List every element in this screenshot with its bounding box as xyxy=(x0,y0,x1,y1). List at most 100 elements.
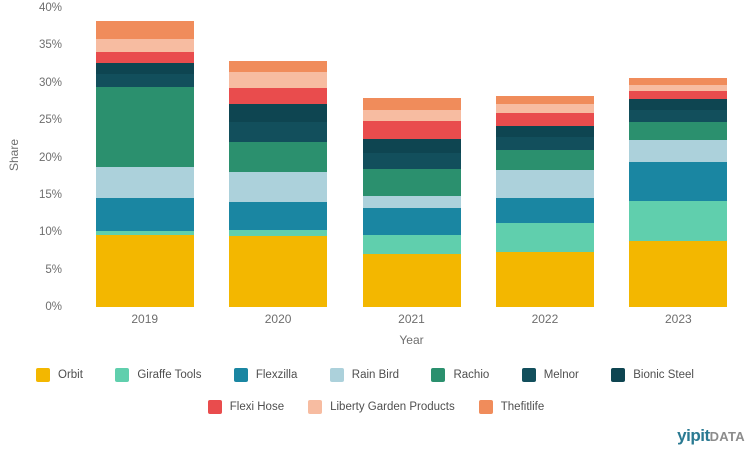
legend-item-rachio: Rachio xyxy=(431,368,489,382)
legend-row-2: Flexi Hose Liberty Garden Products Thefitl… xyxy=(0,400,752,414)
legend-swatch-rachio xyxy=(431,368,446,382)
legend-label-bionic-steel: Bionic Steel xyxy=(633,369,694,381)
yipitdata-logo: yipit DATA xyxy=(677,426,745,446)
y-tick-label: 15% xyxy=(38,188,62,201)
legend-item-flexi-hose: Flexi Hose xyxy=(207,400,285,414)
logo-suffix-text: DATA xyxy=(709,429,745,444)
y-tick-label: 40% xyxy=(38,2,62,14)
bar-segment-bionic-steel-2021 xyxy=(362,138,461,154)
legend-label-melnor: Melnor xyxy=(543,369,579,381)
legend-swatch-rain-bird xyxy=(329,368,344,382)
bar-segment-giraffe-tools-2021 xyxy=(362,235,461,254)
x-tick-label-2022: 2022 xyxy=(531,312,559,326)
bar-segment-orbit-2022 xyxy=(495,252,594,307)
legend-item-orbit: Orbit xyxy=(36,368,83,382)
bar-segment-rachio-2020 xyxy=(229,141,328,172)
bar-group-2023 xyxy=(612,8,745,307)
bar-segment-melnor-2020 xyxy=(229,122,328,142)
bar-segment-bionic-steel-2023 xyxy=(629,98,728,110)
bar-segment-liberty-garden-products-2021 xyxy=(362,110,461,121)
legend-item-thefitlife: Thefitlife xyxy=(478,400,545,414)
bar-segment-orbit-2021 xyxy=(362,253,461,307)
legend-swatch-thefitlife xyxy=(478,400,493,414)
y-tick-label: 30% xyxy=(38,76,62,89)
legend-item-rain-bird: Rain Bird xyxy=(329,368,400,382)
bar-segment-giraffe-tools-2022 xyxy=(495,223,594,253)
y-tick-label: 25% xyxy=(38,114,62,127)
bar-segment-flexzilla-2023 xyxy=(629,162,728,201)
bar-segment-rain-bird-2023 xyxy=(629,140,728,163)
stacked-bar-2020 xyxy=(229,61,328,307)
bar-segment-liberty-garden-products-2022 xyxy=(495,104,594,114)
bar-segment-bionic-steel-2022 xyxy=(495,126,594,138)
bar-segment-melnor-2023 xyxy=(629,109,728,122)
legend-label-flexi-hose: Flexi Hose xyxy=(229,401,285,413)
bar-segment-rain-bird-2019 xyxy=(95,166,194,198)
bar-segment-melnor-2022 xyxy=(495,137,594,151)
bar-segment-rachio-2023 xyxy=(629,121,728,141)
bar-segment-thefitlife-2019 xyxy=(95,20,194,39)
x-axis-ticks: 2019 2020 2021 2022 2023 xyxy=(78,312,745,326)
bar-segment-rachio-2021 xyxy=(362,168,461,196)
bar-segment-liberty-garden-products-2020 xyxy=(229,72,328,89)
bar-segment-thefitlife-2020 xyxy=(229,61,328,73)
bar-segment-flexi-hose-2021 xyxy=(362,120,461,139)
legend-label-rain-bird: Rain Bird xyxy=(351,369,400,381)
bar-segment-liberty-garden-products-2019 xyxy=(95,38,194,53)
legend-swatch-orbit xyxy=(36,368,50,382)
bar-segment-rachio-2019 xyxy=(95,87,194,167)
stacked-bar-2021 xyxy=(362,97,461,307)
x-tick-label-2019: 2019 xyxy=(131,312,159,326)
bar-group-2021 xyxy=(345,8,478,307)
legend-label-orbit: Orbit xyxy=(58,369,83,381)
bar-segment-flexi-hose-2022 xyxy=(495,113,594,127)
bar-segment-rain-bird-2020 xyxy=(229,171,328,203)
bar-segment-thefitlife-2021 xyxy=(362,97,461,111)
legend-label-flexzilla: Flexzilla xyxy=(255,369,298,381)
legend-item-liberty-garden-products: Liberty Garden Products xyxy=(308,400,455,414)
bar-segment-orbit-2019 xyxy=(95,234,194,307)
bar-segment-orbit-2023 xyxy=(629,241,728,307)
y-tick-label: 5% xyxy=(45,263,62,276)
legend-item-bionic-steel: Bionic Steel xyxy=(611,368,694,382)
bar-segment-thefitlife-2023 xyxy=(629,77,728,86)
stacked-bar-2019 xyxy=(95,20,194,307)
legend-label-giraffe-tools: Giraffe Tools xyxy=(137,369,202,381)
logo-brand-text: yipit xyxy=(677,426,710,445)
legend-item-melnor: Melnor xyxy=(521,368,579,382)
bar-segment-orbit-2020 xyxy=(229,236,328,307)
bar-segment-bionic-steel-2019 xyxy=(95,62,194,74)
bar-segment-giraffe-tools-2019 xyxy=(95,230,194,235)
bar-segment-flexi-hose-2023 xyxy=(629,91,728,99)
legend-swatch-liberty-garden-products xyxy=(308,400,323,414)
y-tick-label: 0% xyxy=(45,301,62,313)
x-axis-title: Year xyxy=(399,333,424,347)
bar-segment-giraffe-tools-2020 xyxy=(229,230,328,236)
bar-segment-thefitlife-2022 xyxy=(495,96,594,105)
bar-segment-melnor-2021 xyxy=(362,153,461,169)
legend-swatch-giraffe-tools xyxy=(115,368,130,382)
bar-segment-rain-bird-2022 xyxy=(495,170,594,198)
stacked-bar-2022 xyxy=(495,96,594,307)
y-tick-label: 35% xyxy=(38,39,62,52)
legend-swatch-flexzilla xyxy=(233,368,248,382)
bar-segment-giraffe-tools-2023 xyxy=(629,200,728,242)
bar-segment-rachio-2022 xyxy=(495,150,594,171)
bar-segment-flexi-hose-2020 xyxy=(229,88,328,105)
chart-legend: Orbit Giraffe Tools Flexzilla Rain Bird Rach… xyxy=(0,368,752,414)
legend-swatch-bionic-steel xyxy=(611,368,626,382)
bar-segment-flexzilla-2022 xyxy=(495,197,594,224)
legend-label-liberty-garden-products: Liberty Garden Products xyxy=(330,401,455,413)
bar-segment-rain-bird-2021 xyxy=(362,195,461,208)
legend-label-thefitlife: Thefitlife xyxy=(500,401,545,413)
bar-segment-flexzilla-2020 xyxy=(229,202,328,231)
bar-group-2019 xyxy=(78,8,211,307)
legend-swatch-melnor xyxy=(521,368,536,382)
legend-row-1: Orbit Giraffe Tools Flexzilla Rain Bird Rach… xyxy=(36,368,694,382)
bar-segment-liberty-garden-products-2023 xyxy=(629,85,728,92)
y-tick-label: 10% xyxy=(38,226,62,239)
bar-segment-flexi-hose-2019 xyxy=(95,52,194,63)
legend-label-rachio: Rachio xyxy=(453,369,490,381)
bar-segment-flexzilla-2019 xyxy=(95,197,194,231)
